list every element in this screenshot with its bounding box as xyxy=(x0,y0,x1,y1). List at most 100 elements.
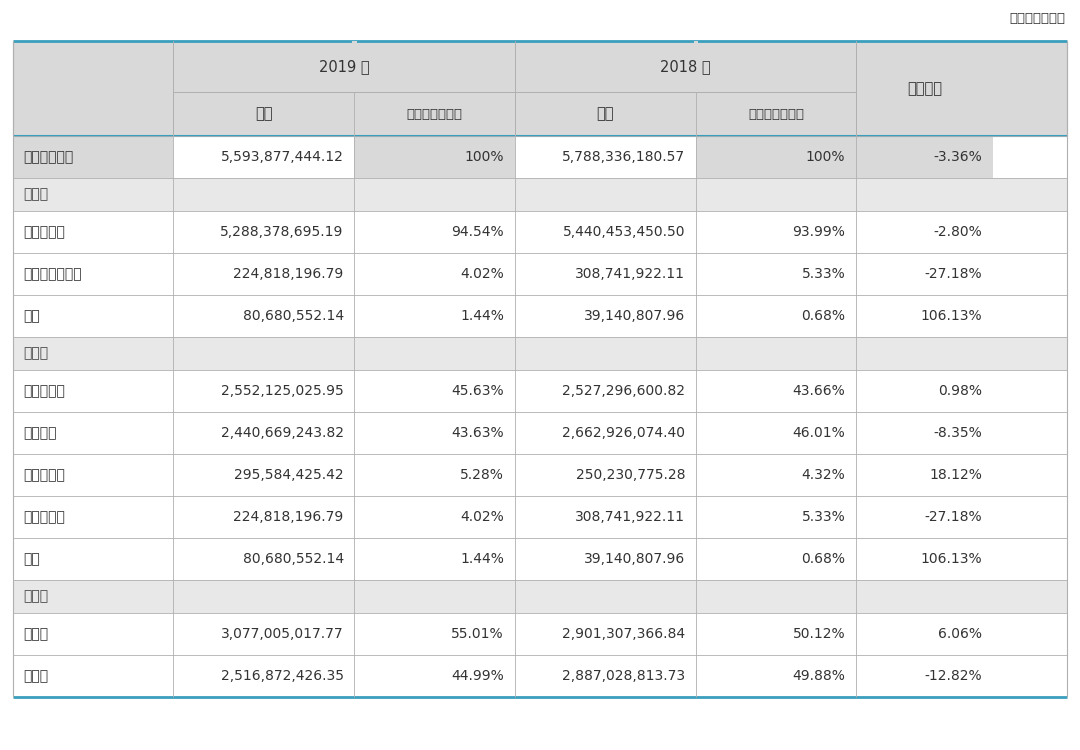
Text: 18.12%: 18.12% xyxy=(930,468,983,482)
Bar xyxy=(173,454,354,496)
Bar xyxy=(13,178,1067,211)
Bar xyxy=(13,41,1067,136)
Bar xyxy=(13,253,173,295)
Text: 55.01%: 55.01% xyxy=(451,627,504,640)
Text: 224,818,196.79: 224,818,196.79 xyxy=(233,267,343,280)
Bar xyxy=(856,412,994,454)
Bar xyxy=(13,655,173,697)
Bar xyxy=(13,211,173,253)
Bar xyxy=(515,538,696,580)
Text: 其他: 其他 xyxy=(24,552,41,566)
Text: 2,662,926,074.40: 2,662,926,074.40 xyxy=(563,426,685,439)
Bar xyxy=(354,613,515,655)
Bar xyxy=(693,41,698,92)
Text: 内　销: 内 销 xyxy=(24,627,49,640)
Bar xyxy=(856,295,994,337)
Bar xyxy=(352,41,356,92)
Bar xyxy=(515,613,696,655)
Bar xyxy=(13,412,173,454)
Text: 44.99%: 44.99% xyxy=(451,669,504,682)
Text: 2019 年: 2019 年 xyxy=(319,59,369,74)
Text: 100%: 100% xyxy=(806,150,846,164)
Bar xyxy=(696,454,856,496)
Text: 5,593,877,444.12: 5,593,877,444.12 xyxy=(220,150,343,164)
Bar xyxy=(515,253,696,295)
Text: 外　销: 外 销 xyxy=(24,669,49,682)
Bar xyxy=(173,496,354,538)
Text: 4.32%: 4.32% xyxy=(801,468,846,482)
Bar xyxy=(696,496,856,538)
Bar xyxy=(13,538,173,580)
Text: 产品零部件: 产品零部件 xyxy=(24,468,66,482)
Bar xyxy=(696,655,856,697)
Text: -2.80%: -2.80% xyxy=(934,225,983,238)
Bar xyxy=(354,454,515,496)
Bar xyxy=(13,496,173,538)
Text: -27.18%: -27.18% xyxy=(924,510,983,524)
Bar xyxy=(354,538,515,580)
Text: 2,440,669,243.82: 2,440,669,243.82 xyxy=(220,426,343,439)
Text: 5.28%: 5.28% xyxy=(460,468,504,482)
Text: 0.68%: 0.68% xyxy=(801,552,846,566)
Bar xyxy=(856,211,994,253)
Bar xyxy=(173,211,354,253)
Text: 308,741,922.11: 308,741,922.11 xyxy=(576,510,685,524)
Bar xyxy=(173,538,354,580)
Bar xyxy=(515,136,696,178)
Bar xyxy=(13,295,173,337)
Text: 分地区: 分地区 xyxy=(24,590,49,603)
Bar xyxy=(856,370,994,412)
Text: 5.33%: 5.33% xyxy=(801,267,846,280)
Text: 连锁营销服务业: 连锁营销服务业 xyxy=(24,267,82,280)
Text: 机械制造业: 机械制造业 xyxy=(24,225,66,238)
Text: 2,901,307,366.84: 2,901,307,366.84 xyxy=(562,627,685,640)
Text: 106.13%: 106.13% xyxy=(921,309,983,322)
Bar xyxy=(515,496,696,538)
Bar xyxy=(173,412,354,454)
Bar xyxy=(354,136,515,178)
Text: 308,741,922.11: 308,741,922.11 xyxy=(576,267,685,280)
Text: 分行业: 分行业 xyxy=(24,188,49,201)
Bar xyxy=(856,253,994,295)
Bar xyxy=(856,454,994,496)
Text: 4.02%: 4.02% xyxy=(460,267,504,280)
Text: 43.66%: 43.66% xyxy=(793,384,846,398)
Text: -3.36%: -3.36% xyxy=(934,150,983,164)
Bar xyxy=(13,580,1067,613)
Text: 295,584,425.42: 295,584,425.42 xyxy=(234,468,343,482)
Bar xyxy=(354,655,515,697)
Text: 45.63%: 45.63% xyxy=(451,384,504,398)
Text: 80,680,552.14: 80,680,552.14 xyxy=(243,552,343,566)
Text: 6.06%: 6.06% xyxy=(939,627,983,640)
Text: 零售服务类: 零售服务类 xyxy=(24,510,66,524)
Text: -27.18%: -27.18% xyxy=(924,267,983,280)
Bar xyxy=(856,136,994,178)
Text: 2018 年: 2018 年 xyxy=(660,59,711,74)
Text: 0.98%: 0.98% xyxy=(939,384,983,398)
Bar xyxy=(696,370,856,412)
Bar xyxy=(13,370,173,412)
Bar xyxy=(173,295,354,337)
Bar xyxy=(856,655,994,697)
Bar xyxy=(856,496,994,538)
Text: 80,680,552.14: 80,680,552.14 xyxy=(243,309,343,322)
Text: 250,230,775.28: 250,230,775.28 xyxy=(576,468,685,482)
Text: 2,527,296,600.82: 2,527,296,600.82 xyxy=(563,384,685,398)
Text: -12.82%: -12.82% xyxy=(924,669,983,682)
Bar xyxy=(515,211,696,253)
Text: 3,077,005,017.77: 3,077,005,017.77 xyxy=(221,627,343,640)
Bar xyxy=(173,370,354,412)
Bar xyxy=(696,538,856,580)
Text: 4.02%: 4.02% xyxy=(460,510,504,524)
Text: 50.12%: 50.12% xyxy=(793,627,846,640)
Bar xyxy=(173,136,354,178)
Bar xyxy=(354,295,515,337)
Text: 5,288,378,695.19: 5,288,378,695.19 xyxy=(220,225,343,238)
Bar xyxy=(354,370,515,412)
Text: 2,552,125,025.95: 2,552,125,025.95 xyxy=(221,384,343,398)
Text: 100%: 100% xyxy=(464,150,504,164)
Text: 5,440,453,450.50: 5,440,453,450.50 xyxy=(563,225,685,238)
Text: 5.33%: 5.33% xyxy=(801,510,846,524)
Text: -8.35%: -8.35% xyxy=(934,426,983,439)
Text: 其他: 其他 xyxy=(24,309,41,322)
